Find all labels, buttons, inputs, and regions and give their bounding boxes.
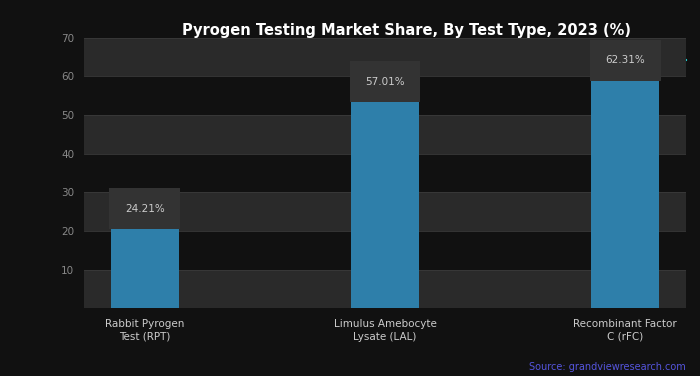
Text: Pyrogen Testing Market Share, By Test Type, 2023 (%): Pyrogen Testing Market Share, By Test Ty…	[181, 23, 631, 38]
Text: 24.21%: 24.21%	[125, 203, 164, 214]
Bar	[351, 88, 419, 97]
Bar	[84, 270, 686, 308]
Bar	[84, 192, 686, 231]
Bar	[84, 154, 686, 192]
Bar	[84, 38, 686, 76]
Text: Source: grandviewresearch.com: Source: grandviewresearch.com	[529, 362, 686, 372]
Bar	[84, 76, 686, 115]
Bar	[84, 231, 686, 270]
Bar	[592, 67, 659, 74]
Bar	[111, 215, 178, 308]
Bar	[592, 74, 659, 308]
Bar	[84, 115, 686, 154]
Bar	[351, 97, 419, 308]
Text: 57.01%: 57.01%	[365, 77, 405, 87]
Text: 62.31%: 62.31%	[606, 55, 645, 65]
